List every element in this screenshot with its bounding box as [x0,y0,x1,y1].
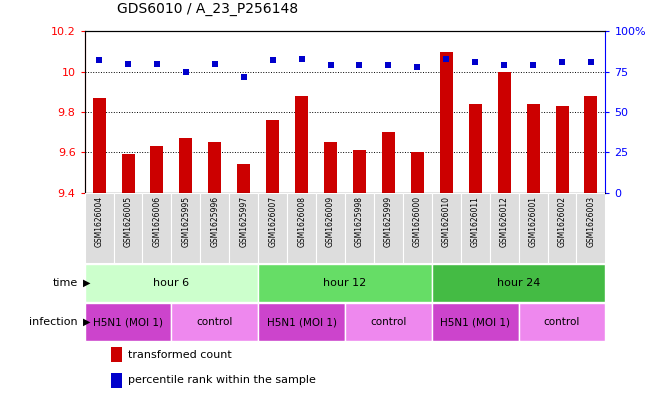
Point [326,62,336,68]
Text: GSM1626007: GSM1626007 [268,196,277,247]
FancyBboxPatch shape [519,193,547,263]
FancyBboxPatch shape [143,193,171,263]
Text: control: control [544,317,580,327]
FancyBboxPatch shape [171,193,201,263]
FancyBboxPatch shape [432,193,461,263]
Point [528,62,538,68]
Point [557,59,567,65]
FancyBboxPatch shape [432,303,519,341]
Text: hour 12: hour 12 [324,278,367,288]
FancyBboxPatch shape [229,193,258,263]
Text: control: control [370,317,407,327]
Point [499,62,509,68]
FancyBboxPatch shape [287,193,316,263]
Text: GSM1626005: GSM1626005 [124,196,133,247]
FancyBboxPatch shape [113,193,143,263]
Text: GDS6010 / A_23_P256148: GDS6010 / A_23_P256148 [117,2,298,16]
FancyBboxPatch shape [461,193,490,263]
Text: control: control [197,317,233,327]
Bar [469,104,482,193]
Text: GSM1626009: GSM1626009 [326,196,335,247]
Text: GSM1626011: GSM1626011 [471,196,480,247]
Point [268,57,278,64]
Text: H5N1 (MOI 1): H5N1 (MOI 1) [267,317,337,327]
Text: GSM1625998: GSM1625998 [355,196,364,247]
Text: GSM1626002: GSM1626002 [557,196,566,247]
FancyBboxPatch shape [519,303,605,341]
FancyBboxPatch shape [85,264,258,302]
Bar [527,104,540,193]
Text: time: time [53,278,78,288]
Text: infection: infection [29,317,78,327]
FancyBboxPatch shape [547,193,577,263]
Point [296,56,307,62]
Text: ▶: ▶ [83,278,90,288]
Text: GSM1626008: GSM1626008 [297,196,306,247]
Text: GSM1625995: GSM1625995 [182,196,190,247]
Bar [324,142,337,193]
Point [238,73,249,80]
Point [412,64,422,70]
Point [94,57,104,64]
FancyBboxPatch shape [258,193,287,263]
Bar [111,347,122,362]
FancyBboxPatch shape [201,193,229,263]
Bar [411,152,424,193]
Text: GSM1626004: GSM1626004 [94,196,104,247]
Bar [295,96,308,193]
Bar [111,373,122,388]
Point [152,61,162,67]
Text: GSM1626010: GSM1626010 [442,196,450,247]
Text: GSM1625997: GSM1625997 [240,196,248,247]
Text: hour 6: hour 6 [154,278,189,288]
FancyBboxPatch shape [374,193,403,263]
Point [441,56,452,62]
FancyBboxPatch shape [345,193,374,263]
Bar [585,96,598,193]
Bar [208,142,221,193]
Text: ▶: ▶ [83,317,90,327]
Text: GSM1626003: GSM1626003 [587,196,596,247]
Text: hour 24: hour 24 [497,278,540,288]
Text: H5N1 (MOI 1): H5N1 (MOI 1) [93,317,163,327]
FancyBboxPatch shape [85,303,171,341]
Bar [266,120,279,193]
FancyBboxPatch shape [490,193,519,263]
Bar [353,150,366,193]
Bar [92,98,105,193]
Text: GSM1626000: GSM1626000 [413,196,422,247]
FancyBboxPatch shape [85,193,113,263]
FancyBboxPatch shape [577,193,605,263]
Text: GSM1625999: GSM1625999 [384,196,393,247]
FancyBboxPatch shape [171,303,258,341]
FancyBboxPatch shape [258,264,432,302]
Text: percentile rank within the sample: percentile rank within the sample [128,375,316,385]
FancyBboxPatch shape [345,303,432,341]
Bar [555,106,568,193]
Bar [180,138,193,193]
Text: GSM1626001: GSM1626001 [529,196,538,247]
Point [383,62,394,68]
Bar [150,146,163,193]
Text: GSM1626012: GSM1626012 [500,196,508,247]
Text: GSM1625996: GSM1625996 [210,196,219,247]
Point [586,59,596,65]
FancyBboxPatch shape [258,303,345,341]
Point [470,59,480,65]
Bar [382,132,395,193]
Point [123,61,133,67]
Bar [122,154,135,193]
Bar [497,72,510,193]
FancyBboxPatch shape [403,193,432,263]
Bar [237,164,250,193]
Text: H5N1 (MOI 1): H5N1 (MOI 1) [440,317,510,327]
Bar [440,51,453,193]
FancyBboxPatch shape [316,193,345,263]
Point [210,61,220,67]
Point [181,68,191,75]
FancyBboxPatch shape [432,264,605,302]
Text: transformed count: transformed count [128,350,232,360]
Point [354,62,365,68]
Text: GSM1626006: GSM1626006 [152,196,161,247]
